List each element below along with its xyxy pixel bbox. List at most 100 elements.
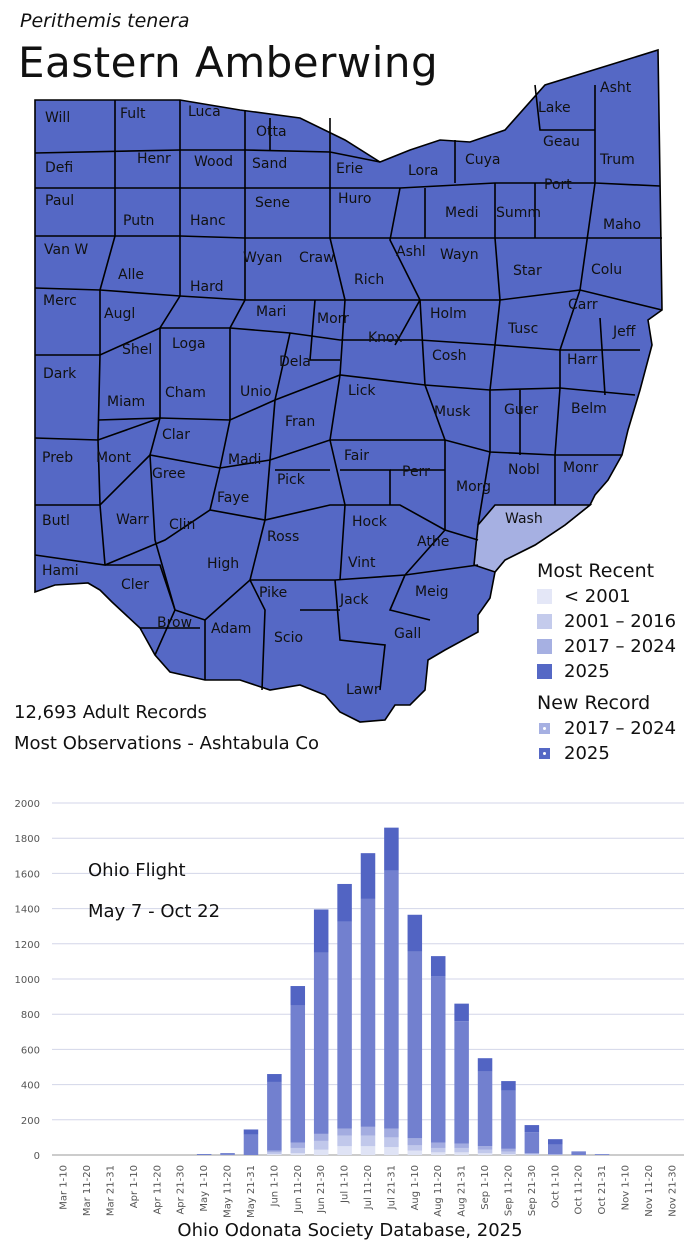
x-tick-label: Oct 21-31 <box>597 1165 608 1215</box>
svg-text:Medi: Medi <box>445 205 478 221</box>
bar-segment <box>430 976 446 1143</box>
bar-segment <box>524 1125 540 1133</box>
svg-text:Butl: Butl <box>42 513 70 529</box>
svg-text:Trum: Trum <box>599 152 635 168</box>
record-count: 12,693 Adult Records <box>14 702 207 723</box>
x-tick-label: Sep 11-20 <box>503 1165 514 1216</box>
source-footer: Ohio Odonata Society Database, 2025 <box>177 1220 523 1241</box>
bar-segment <box>384 827 399 871</box>
x-tick-label: Jun 1-10 <box>269 1165 280 1208</box>
svg-text:Miam: Miam <box>107 394 145 410</box>
x-tick-label: Mar 11-20 <box>82 1165 93 1216</box>
svg-text:Port: Port <box>544 177 572 193</box>
bar-segment <box>477 1146 493 1150</box>
svg-text:Summ: Summ <box>496 205 541 221</box>
bar-segment <box>477 1071 493 1147</box>
svg-text:Van W: Van W <box>44 242 88 258</box>
svg-text:Sand: Sand <box>252 156 287 172</box>
svg-text:Mont: Mont <box>96 450 132 466</box>
bar-segment <box>384 1137 399 1148</box>
bar-segment <box>548 1144 563 1155</box>
bar-segment <box>430 956 446 977</box>
bar-segment <box>384 1128 399 1138</box>
legend-most-recent-swatch <box>537 589 552 604</box>
x-tick-label: Nov 11-20 <box>644 1165 655 1217</box>
bar-segment <box>267 1081 282 1151</box>
svg-text:Luca: Luca <box>188 104 221 120</box>
svg-text:Dark: Dark <box>43 366 77 382</box>
x-tick-label: Oct 1-10 <box>550 1165 561 1208</box>
x-tick-label: Jul 11-20 <box>363 1165 374 1210</box>
bar-segment <box>548 1154 563 1155</box>
svg-text:Shel: Shel <box>122 342 152 358</box>
x-tick-label: Sep 21-30 <box>527 1165 538 1216</box>
legend-new-record-swatch <box>539 748 550 759</box>
bar-segment <box>360 1126 376 1136</box>
svg-text:Gall: Gall <box>394 626 421 642</box>
bar-segment <box>290 1005 306 1143</box>
svg-text:Sene: Sene <box>255 195 290 211</box>
flight-annotation-title: Ohio Flight <box>88 860 186 881</box>
x-tick-label: Aug 11-20 <box>433 1165 444 1217</box>
svg-text:Hanc: Hanc <box>190 213 226 229</box>
svg-text:Faye: Faye <box>217 490 249 506</box>
svg-text:Wood: Wood <box>194 154 233 170</box>
bar-segment <box>524 1154 540 1155</box>
ohio-county-map: Will Fult Luca Otta Lake Asht Defi Henr … <box>34 48 663 723</box>
svg-text:Madi: Madi <box>228 452 261 468</box>
bar-segment <box>360 1146 376 1155</box>
bar-segment <box>501 1151 516 1155</box>
svg-text:Scio: Scio <box>274 630 303 646</box>
x-tick-label: Nov 21-30 <box>667 1165 678 1217</box>
bar-segment <box>243 1134 259 1155</box>
bar-segment <box>220 1153 235 1155</box>
svg-text:Lake: Lake <box>538 100 571 116</box>
bar-segment <box>360 898 376 1127</box>
species-title: Eastern Amberwing <box>18 38 439 87</box>
svg-text:Hami: Hami <box>42 563 79 579</box>
svg-text:Mari: Mari <box>256 304 286 320</box>
flight-chart: 0 200 400 600 800 1000 1200 1400 1600 1800 2000 Mar… <box>15 799 684 1218</box>
bar-segment <box>454 1152 469 1155</box>
bar-segment <box>594 1154 610 1155</box>
legend-new-record-swatch <box>539 723 550 734</box>
svg-text:Geau: Geau <box>543 134 580 150</box>
legend-most-recent-swatch <box>537 614 552 629</box>
svg-text:Gree: Gree <box>152 466 186 482</box>
svg-text:Harr: Harr <box>567 352 598 368</box>
bar-segment <box>454 1143 469 1148</box>
bar-segment <box>430 1142 446 1148</box>
y-tick-label: 1000 <box>15 975 40 986</box>
bar-segment <box>267 1152 282 1155</box>
bar-segment <box>407 1150 423 1155</box>
svg-text:Belm: Belm <box>571 401 607 417</box>
svg-text:Pike: Pike <box>259 585 287 601</box>
x-tick-label: Jun 21-30 <box>316 1165 327 1214</box>
bar-segment <box>477 1153 493 1155</box>
svg-text:Vint: Vint <box>348 555 376 571</box>
svg-text:Hard: Hard <box>190 279 224 295</box>
bar-segment <box>313 952 329 1134</box>
svg-text:Cham: Cham <box>165 385 206 401</box>
bar-segment <box>337 921 352 1129</box>
svg-text:Fran: Fran <box>285 414 315 430</box>
svg-text:Musk: Musk <box>434 404 471 420</box>
bar-segment <box>407 914 423 952</box>
svg-text:Guer: Guer <box>504 402 538 418</box>
svg-text:Paul: Paul <box>45 193 74 209</box>
svg-text:Otta: Otta <box>256 124 287 140</box>
svg-text:Monr: Monr <box>563 460 599 476</box>
bar-segment <box>548 1139 563 1145</box>
bar-segment <box>337 1128 352 1136</box>
bar-segment <box>313 909 329 953</box>
svg-text:Fair: Fair <box>344 448 369 464</box>
bar-segment <box>360 1135 376 1147</box>
bar-segment <box>220 1154 235 1155</box>
svg-text:Rich: Rich <box>354 272 384 288</box>
svg-text:Lora: Lora <box>408 163 438 179</box>
bar-segment <box>243 1129 259 1135</box>
svg-text:High: High <box>207 556 239 572</box>
x-tick-label: Oct 11-20 <box>574 1165 585 1215</box>
county-borders <box>34 84 663 691</box>
x-tick-label: Jul 1-10 <box>340 1165 351 1204</box>
